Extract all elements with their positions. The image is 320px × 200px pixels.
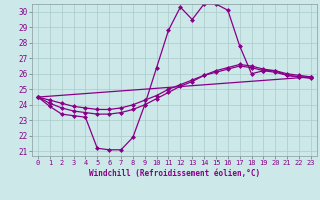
X-axis label: Windchill (Refroidissement éolien,°C): Windchill (Refroidissement éolien,°C)	[89, 169, 260, 178]
